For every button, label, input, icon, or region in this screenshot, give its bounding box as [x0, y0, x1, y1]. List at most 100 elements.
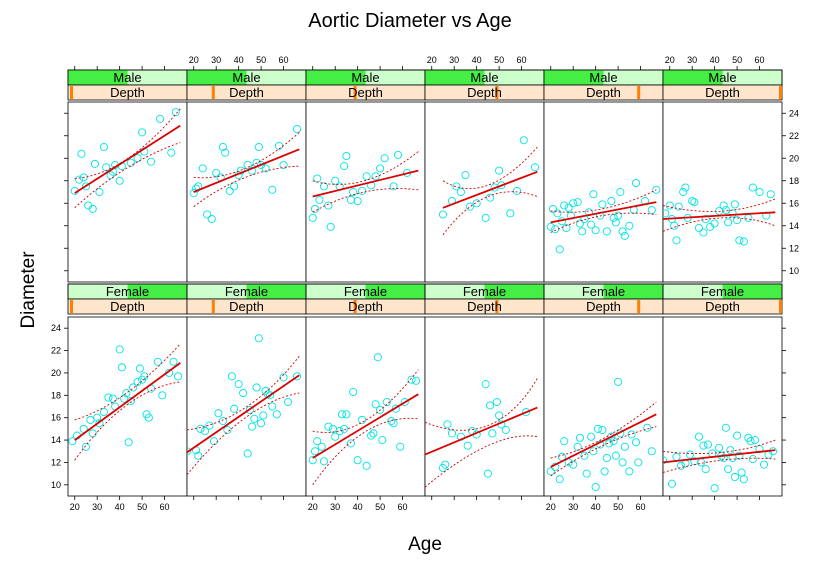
y-tick-label: 14: [789, 221, 799, 231]
data-point: [728, 209, 737, 218]
data-point: [243, 160, 252, 170]
data-point: [317, 442, 326, 451]
fit-line: [312, 169, 419, 198]
data-point: [292, 372, 302, 381]
data-point: [724, 218, 733, 227]
data-point: [319, 182, 329, 191]
data-point: [564, 203, 573, 212]
data-point: [88, 204, 97, 213]
depth-strip-label: Depth: [348, 299, 383, 314]
data-point: [694, 223, 703, 233]
data-point: [138, 128, 147, 137]
data-point: [591, 226, 600, 235]
data-point: [719, 201, 728, 210]
data-point: [194, 451, 203, 460]
confidence-band-upper: [312, 369, 419, 433]
data-point: [171, 108, 180, 117]
confidence-band-lower: [425, 435, 538, 488]
depth-strip-label: Depth: [586, 85, 621, 100]
data-point: [252, 383, 261, 392]
data-point: [506, 209, 515, 218]
data-point: [560, 437, 569, 446]
panel-male-5: [663, 183, 776, 246]
data-point: [600, 467, 609, 476]
x-tick-label: 60: [755, 55, 765, 65]
data-point: [156, 114, 165, 123]
data-point: [367, 431, 376, 440]
data-point: [614, 377, 623, 386]
fit-line: [187, 374, 300, 454]
data-point: [719, 453, 728, 463]
data-point: [353, 456, 362, 465]
panel-frame: [67, 101, 188, 283]
data-point: [598, 425, 607, 435]
depth-marker: [70, 300, 73, 313]
data-point: [279, 160, 288, 170]
data-point: [472, 199, 481, 208]
data-point: [387, 416, 396, 426]
confidence-band-lower: [550, 212, 657, 233]
data-point: [553, 209, 562, 218]
confidence-band-lower: [550, 426, 657, 477]
depth-marker: [353, 86, 357, 99]
fit-line: [425, 406, 538, 456]
data-point: [358, 186, 367, 195]
data-point: [562, 223, 571, 233]
data-point: [519, 136, 528, 145]
sex-strip-label: Male: [589, 70, 617, 85]
data-point: [191, 184, 201, 193]
panel-female-5: [663, 423, 778, 493]
x-tick-label: 50: [494, 55, 504, 65]
data-point: [751, 436, 760, 445]
sex-strip-level: [68, 70, 128, 85]
data-point: [497, 181, 506, 190]
x-tick-label: 60: [279, 55, 289, 65]
x-tick-label: 50: [375, 502, 385, 512]
data-point: [602, 453, 611, 463]
data-point: [486, 193, 495, 202]
data-point: [748, 455, 757, 464]
data-point: [340, 162, 349, 171]
depth-marker: [70, 86, 73, 99]
data-point: [618, 227, 627, 236]
sex-strip-level: [484, 284, 544, 299]
data-point: [694, 432, 703, 441]
data-point: [748, 183, 757, 192]
sex-strip-level: [187, 70, 247, 85]
y-tick-label: 18: [51, 390, 61, 400]
y-tick-label: 18: [789, 176, 799, 186]
data-point: [362, 172, 371, 181]
x-tick-label: 30: [449, 55, 459, 65]
data-point: [593, 424, 602, 433]
sex-strip-label: Male: [351, 70, 379, 85]
data-point: [225, 186, 234, 195]
data-point: [223, 425, 232, 435]
depth-strip-label: Depth: [229, 299, 264, 314]
data-point: [555, 475, 564, 484]
panel-frame: [305, 316, 426, 497]
data-point: [665, 201, 674, 210]
sex-strip-label: Female: [106, 284, 149, 299]
data-point: [766, 190, 775, 199]
data-point: [212, 168, 221, 177]
data-point: [221, 148, 230, 157]
data-point: [205, 421, 214, 430]
panel-female-1: [187, 334, 302, 475]
data-point: [676, 461, 686, 470]
y-tick-label: 16: [789, 198, 799, 208]
x-tick-label: 40: [472, 55, 482, 65]
data-point: [358, 415, 367, 424]
depth-marker: [637, 300, 641, 313]
data-point: [685, 450, 694, 459]
chart-title: Aortic Diameter vs Age: [308, 10, 512, 32]
data-point: [81, 442, 91, 451]
data-point: [575, 433, 584, 442]
data-point: [129, 383, 138, 392]
data-point: [400, 397, 409, 407]
data-point: [663, 209, 670, 218]
panel-male-2: [308, 150, 419, 231]
sex-strip-level: [603, 284, 663, 299]
data-point: [530, 163, 540, 172]
fit-line: [193, 148, 300, 193]
data-point: [268, 185, 277, 194]
